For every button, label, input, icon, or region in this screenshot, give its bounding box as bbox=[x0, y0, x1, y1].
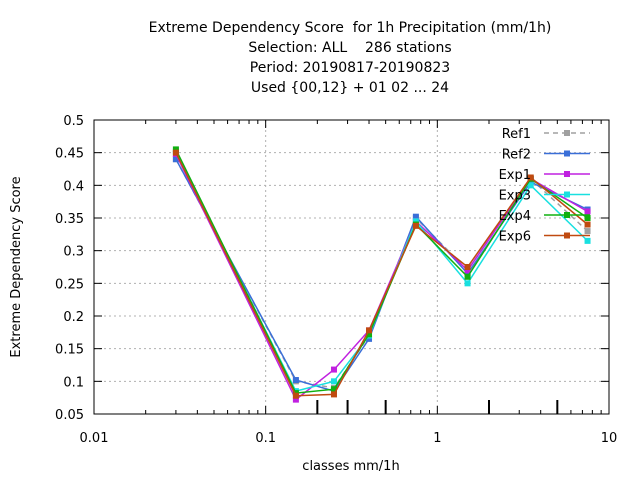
data-point-exp6 bbox=[330, 391, 337, 398]
y-tick-label: 0.05 bbox=[55, 408, 84, 423]
data-point-exp3 bbox=[584, 237, 591, 244]
data-point-ref2 bbox=[366, 335, 373, 342]
title-line-2: Selection: ALL 286 stations bbox=[248, 40, 452, 56]
data-point-exp4 bbox=[464, 273, 471, 280]
legend-label-ref2: Ref2 bbox=[502, 148, 531, 163]
data-point-ref1 bbox=[584, 228, 591, 235]
y-tick-label: 0.35 bbox=[55, 212, 84, 227]
data-point-exp3 bbox=[527, 182, 534, 189]
series-line-exp6 bbox=[175, 152, 589, 397]
legend-label-ref1: Ref1 bbox=[502, 127, 531, 142]
legend-marker-exp6 bbox=[564, 232, 570, 239]
legend-marker-exp4 bbox=[564, 212, 570, 218]
data-point-exp6 bbox=[584, 221, 591, 228]
y-tick-label: 0.3 bbox=[63, 245, 84, 260]
data-point-exp1 bbox=[584, 208, 591, 215]
data-point-exp6 bbox=[412, 222, 419, 229]
y-tick-label: 0.4 bbox=[63, 179, 84, 194]
legend-label-exp4: Exp4 bbox=[499, 209, 531, 224]
data-point-ref2 bbox=[412, 213, 419, 220]
legend-marker-ref1 bbox=[564, 130, 570, 136]
data-point-exp4 bbox=[330, 386, 337, 393]
x-tick-label: 1 bbox=[433, 431, 441, 446]
y-tick-label: 0.15 bbox=[55, 343, 84, 358]
data-point-exp6 bbox=[527, 174, 534, 181]
y-tick-label: 0.25 bbox=[55, 277, 84, 292]
x-tick-label: 0.01 bbox=[80, 431, 109, 446]
data-point-exp6 bbox=[366, 327, 373, 334]
y-tick-label: 0.1 bbox=[63, 375, 84, 390]
legend: Ref1 Ref2 Exp1 Exp3 Exp4 Exp6 bbox=[499, 127, 590, 245]
title-line-1: Extreme Dependency Score for 1h Precipit… bbox=[148, 20, 552, 36]
y-tick-label: 0.45 bbox=[55, 147, 84, 162]
data-point-exp6 bbox=[292, 392, 299, 399]
legend-marker-exp1 bbox=[564, 171, 570, 177]
data-point-ref2 bbox=[292, 377, 299, 384]
chart-title: Extreme Dependency Score for 1h Precipit… bbox=[0, 18, 640, 98]
x-axis-label: classes mm/1h bbox=[302, 459, 399, 474]
x-tick-label: 10 bbox=[601, 431, 618, 446]
title-line-4: Used {00,12} + 01 02 ... 24 bbox=[250, 80, 450, 96]
grid bbox=[94, 120, 609, 414]
data-point-exp4 bbox=[366, 331, 373, 338]
data-point-exp1 bbox=[330, 366, 337, 373]
data-point-exp1 bbox=[292, 396, 299, 403]
data-point-exp6 bbox=[172, 149, 179, 156]
series-lines bbox=[172, 146, 591, 403]
plot-frame bbox=[93, 119, 610, 415]
y-axis-label: Extreme Dependency Score bbox=[9, 176, 24, 357]
x-tick-label: 0.1 bbox=[255, 431, 276, 446]
data-point-exp3 bbox=[330, 378, 337, 385]
data-point-exp6 bbox=[464, 264, 471, 270]
data-point-exp1 bbox=[464, 267, 471, 274]
legend-marker-exp3 bbox=[564, 191, 570, 198]
legend-marker-ref2 bbox=[564, 150, 570, 157]
data-point-ref2 bbox=[464, 270, 471, 277]
data-point-exp3 bbox=[412, 218, 419, 225]
y-tick-label: 0.2 bbox=[63, 310, 84, 325]
series-line-exp4 bbox=[175, 149, 589, 394]
data-point-exp3 bbox=[464, 280, 471, 287]
legend-label-exp1: Exp1 bbox=[499, 168, 531, 183]
data-point-ref2 bbox=[527, 179, 534, 186]
legend-label-exp6: Exp6 bbox=[499, 230, 531, 245]
data-point-exp4 bbox=[584, 215, 591, 221]
y-tick-label: 0.5 bbox=[63, 114, 84, 129]
data-point-exp4 bbox=[172, 146, 179, 153]
title-line-3: Period: 20190817-20190823 bbox=[249, 60, 451, 76]
data-point-ref2 bbox=[172, 156, 179, 163]
axes: 0.05 0.1 0.15 0.2 0.25 0.3 0.35 0.4 0.45 0.5 0.01 0… bbox=[55, 114, 617, 446]
legend-label-exp3: Exp3 bbox=[499, 189, 531, 204]
